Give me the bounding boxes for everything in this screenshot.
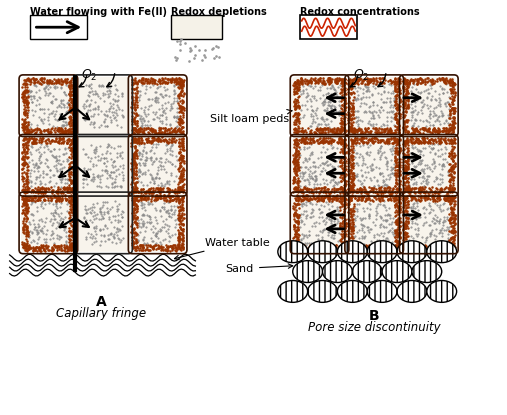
FancyBboxPatch shape xyxy=(402,194,456,252)
Text: Sand: Sand xyxy=(226,264,293,273)
Text: B: B xyxy=(369,309,380,323)
Ellipse shape xyxy=(397,281,427,303)
Ellipse shape xyxy=(352,261,382,283)
Text: A: A xyxy=(96,295,106,310)
Ellipse shape xyxy=(367,281,397,303)
Text: Water table: Water table xyxy=(174,238,270,260)
Ellipse shape xyxy=(338,281,367,303)
FancyBboxPatch shape xyxy=(76,137,130,194)
Ellipse shape xyxy=(427,241,457,263)
FancyBboxPatch shape xyxy=(347,137,402,194)
FancyBboxPatch shape xyxy=(21,137,76,194)
Ellipse shape xyxy=(412,261,442,283)
Ellipse shape xyxy=(382,261,412,283)
Text: Redox concentrations: Redox concentrations xyxy=(300,7,419,17)
Ellipse shape xyxy=(308,241,338,263)
FancyBboxPatch shape xyxy=(292,137,347,194)
Bar xyxy=(170,15,222,39)
FancyBboxPatch shape xyxy=(130,77,185,134)
FancyBboxPatch shape xyxy=(292,194,347,252)
Ellipse shape xyxy=(322,261,352,283)
Ellipse shape xyxy=(367,241,397,263)
Text: Water flowing with Fe(II): Water flowing with Fe(II) xyxy=(29,7,166,17)
Bar xyxy=(29,15,87,39)
FancyBboxPatch shape xyxy=(402,77,456,134)
FancyBboxPatch shape xyxy=(347,194,402,252)
FancyBboxPatch shape xyxy=(402,137,456,194)
Text: Capillary fringe: Capillary fringe xyxy=(56,308,146,320)
FancyBboxPatch shape xyxy=(347,77,402,134)
FancyBboxPatch shape xyxy=(130,137,185,194)
Ellipse shape xyxy=(338,241,367,263)
FancyBboxPatch shape xyxy=(130,194,185,252)
FancyBboxPatch shape xyxy=(21,194,76,252)
Bar xyxy=(300,15,357,39)
Ellipse shape xyxy=(293,261,322,283)
FancyBboxPatch shape xyxy=(21,77,76,134)
Ellipse shape xyxy=(427,281,457,303)
FancyBboxPatch shape xyxy=(76,77,130,134)
Text: Pore size discontinuity: Pore size discontinuity xyxy=(308,321,441,334)
Text: $O_2$: $O_2$ xyxy=(81,68,97,83)
FancyBboxPatch shape xyxy=(76,194,130,252)
Ellipse shape xyxy=(278,281,308,303)
Ellipse shape xyxy=(308,281,338,303)
Ellipse shape xyxy=(278,241,308,263)
FancyBboxPatch shape xyxy=(292,77,347,134)
Text: Redox depletions: Redox depletions xyxy=(170,7,266,17)
Text: Silt loam peds: Silt loam peds xyxy=(210,110,292,124)
Text: $O_2$: $O_2$ xyxy=(353,68,370,83)
Ellipse shape xyxy=(397,241,427,263)
